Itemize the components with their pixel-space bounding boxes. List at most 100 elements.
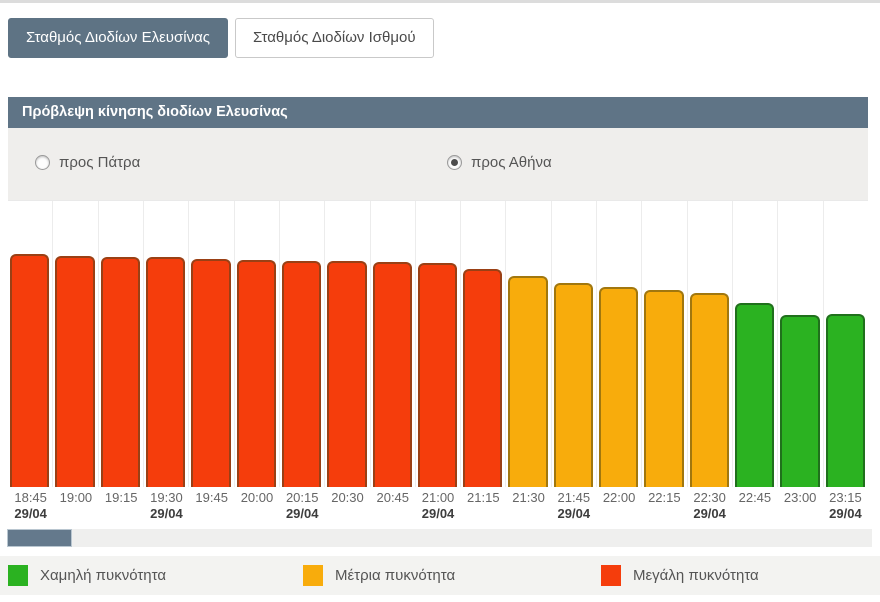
radio-direction-athina[interactable]: προς Αθήνα (447, 154, 552, 171)
axis-cell: 20:15 29/04 (280, 487, 325, 529)
axis-cell: 18:45 29/04 (8, 487, 53, 529)
chart-column (99, 201, 144, 487)
legend-item-medium: Μέτρια πυκνότητα (303, 565, 455, 586)
time-label: 22:45 (738, 490, 772, 505)
forecast-panel: Πρόβλεψη κίνησης διοδίων Ελευσίνας προς … (8, 97, 868, 529)
chart-column (506, 201, 552, 487)
top-divider (0, 0, 880, 3)
axis-cell: 22:45 (732, 487, 777, 529)
legend: Χαμηλή πυκνότητα Μέτρια πυκνότητα Μεγάλη… (0, 556, 880, 595)
time-label: 19:00 (59, 490, 93, 505)
chart-column (552, 201, 598, 487)
axis-cell: 19:30 29/04 (144, 487, 189, 529)
bar-21:00[interactable] (417, 262, 458, 487)
chart-column (416, 201, 462, 487)
bar-21:15[interactable] (463, 268, 503, 487)
chart-column (597, 201, 643, 487)
axis-cell: 22:30 29/04 (687, 487, 732, 529)
bar-21:30[interactable] (508, 275, 548, 487)
station-tabs: Σταθμός Διοδίων Ελευσίνας Σταθμός Διοδίω… (8, 18, 434, 58)
direction-selector: προς Πάτρα προς Αθήνα (8, 128, 868, 200)
traffic-bar-chart (8, 200, 868, 487)
radio-unchecked-icon[interactable] (35, 155, 50, 170)
chart-column (53, 201, 99, 487)
radio-label-patra: προς Πάτρα (59, 154, 141, 171)
bar-20:30[interactable] (327, 260, 367, 487)
radio-direction-patra[interactable]: προς Πάτρα (35, 154, 140, 171)
date-label: 29/04 (829, 506, 862, 521)
radio-label-athina: προς Αθήνα (471, 154, 552, 171)
chart-horizontal-scrollbar[interactable] (7, 529, 872, 547)
time-label: 23:00 (783, 490, 817, 505)
time-label: 19:30 (150, 490, 183, 505)
date-label: 29/04 (150, 506, 183, 521)
legend-label-low: Χαμηλή πυκνότητα (40, 567, 167, 584)
time-label: 22:30 (693, 490, 726, 505)
chart-column (778, 201, 824, 487)
chart-column (8, 201, 54, 487)
time-label: 19:15 (104, 490, 138, 505)
axis-cell: 23:15 29/04 (823, 487, 868, 529)
axis-cell: 19:15 (99, 487, 144, 529)
legend-item-low: Χαμηλή πυκνότητα (8, 565, 166, 586)
axis-cell: 21:00 29/04 (415, 487, 460, 529)
bar-19:15[interactable] (100, 256, 140, 487)
time-label: 23:15 (829, 490, 862, 505)
bar-20:45[interactable] (372, 261, 412, 487)
time-label: 20:00 (240, 490, 274, 505)
axis-cell: 22:00 (596, 487, 641, 529)
chart-column (235, 201, 280, 487)
axis-cell: 19:00 (53, 487, 98, 529)
time-label: 21:15 (467, 490, 500, 505)
time-label: 19:45 (195, 490, 228, 505)
time-label: 21:30 (512, 490, 545, 505)
high-density-swatch-icon (601, 565, 621, 586)
tab-isthmos-station[interactable]: Σταθμός Διοδίων Ισθμού (234, 18, 434, 58)
panel-title: Πρόβλεψη κίνησης διοδίων Ελευσίνας (8, 97, 868, 128)
legend-label-high: Μεγάλη πυκνότητα (633, 567, 759, 584)
axis-cell: 21:45 29/04 (551, 487, 596, 529)
chart-column (824, 201, 868, 487)
bar-23:15[interactable] (825, 313, 865, 487)
time-label: 21:00 (421, 490, 455, 505)
bar-19:30[interactable] (145, 256, 186, 487)
axis-cell: 19:45 (189, 487, 234, 529)
chart-column (371, 201, 416, 487)
chart-column (325, 201, 371, 487)
bar-20:15[interactable] (281, 260, 322, 487)
chart-column (189, 201, 235, 487)
low-density-swatch-icon (8, 565, 28, 586)
chart-column (144, 201, 190, 487)
tab-elefsina-station[interactable]: Σταθμός Διοδίων Ελευσίνας (8, 18, 228, 58)
chart-column (642, 201, 688, 487)
medium-density-swatch-icon (303, 565, 323, 586)
radio-checked-icon[interactable] (447, 155, 462, 170)
bar-22:45[interactable] (735, 302, 775, 487)
axis-cell: 21:15 (461, 487, 506, 529)
time-label: 22:00 (602, 490, 636, 505)
time-label: 20:15 (285, 490, 319, 505)
date-label: 29/04 (285, 506, 319, 521)
chart-column (461, 201, 507, 487)
bar-23:00[interactable] (780, 314, 820, 487)
bar-22:00[interactable] (599, 286, 639, 487)
bar-21:45[interactable] (553, 282, 594, 487)
bar-22:30[interactable] (689, 292, 729, 487)
bar-19:45[interactable] (191, 258, 231, 487)
time-label: 22:15 (648, 490, 681, 505)
axis-cell: 20:45 (370, 487, 415, 529)
date-label: 29/04 (421, 506, 455, 521)
bar-20:00[interactable] (236, 259, 276, 487)
bar-22:15[interactable] (644, 289, 684, 487)
bar-18:45[interactable] (10, 253, 50, 487)
axis-cell: 23:00 (778, 487, 823, 529)
time-label: 18:45 (14, 490, 47, 505)
scrollbar-thumb[interactable] (7, 529, 72, 547)
time-label: 20:45 (376, 490, 410, 505)
date-label: 29/04 (693, 506, 726, 521)
legend-item-high: Μεγάλη πυκνότητα (601, 565, 759, 586)
chart-column (280, 201, 326, 487)
axis-cell: 22:15 (642, 487, 687, 529)
bar-19:00[interactable] (55, 255, 95, 487)
